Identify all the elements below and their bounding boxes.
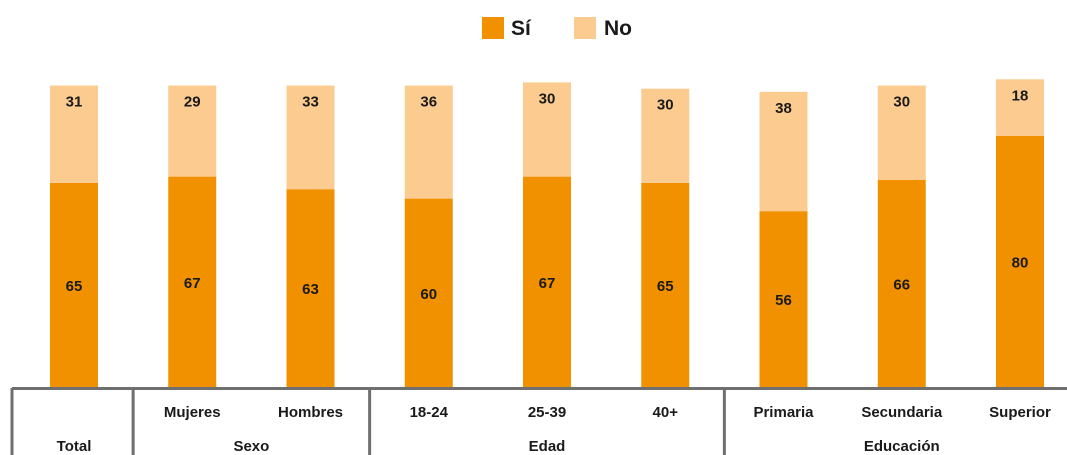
bar-no [286, 85, 335, 190]
legend-label-si: Sí [511, 17, 532, 40]
category-label: 18-24 [410, 404, 449, 421]
bar-si [50, 182, 98, 387]
group-label: Edad [529, 438, 566, 455]
bar-no [404, 85, 453, 199]
bar-si [759, 211, 808, 387]
category-label: Hombres [278, 404, 343, 421]
data-label-si: 67 [184, 275, 201, 292]
data-label-si: 60 [420, 286, 437, 303]
category-label: 40+ [653, 404, 679, 421]
bar-no [523, 82, 571, 177]
data-label-si: 65 [66, 278, 83, 295]
category-label: Primaria [753, 404, 814, 421]
bar-no [168, 85, 217, 177]
category-label: Secundaria [861, 404, 943, 421]
bars: 65 31 67 29 63 33 60 36 67 30 65 30 56 38 66 30 80 18 [50, 79, 1044, 387]
group-label: Total [57, 438, 92, 455]
data-label-no: 29 [184, 94, 201, 111]
data-label-no: 30 [893, 94, 910, 111]
data-label-si: 66 [893, 276, 910, 293]
category-label: Mujeres [164, 404, 221, 421]
bar-si [996, 135, 1044, 387]
data-label-no: 38 [775, 100, 792, 117]
legend: Sí No [482, 17, 632, 40]
bar-no [996, 79, 1044, 136]
bar-si [641, 182, 690, 387]
bar-si [523, 176, 571, 387]
legend-label-no: No [604, 17, 632, 40]
data-label-no: 30 [657, 97, 674, 114]
bar-no [641, 88, 690, 183]
bar-no [759, 91, 808, 212]
category-table: Mujeres Hombres 18-24 25-39 40+ Primaria Secun… [10, 387, 1067, 455]
data-label-si: 80 [1012, 254, 1029, 271]
bar-no [50, 85, 98, 183]
category-label: Superior [989, 404, 1051, 421]
bar-si [168, 176, 217, 387]
category-label: 25-39 [528, 404, 566, 421]
data-label-si: 63 [302, 281, 319, 298]
bar-si [877, 179, 926, 387]
data-label-no: 30 [539, 90, 556, 107]
bar-si [404, 198, 453, 387]
data-label-no: 18 [1012, 87, 1029, 104]
data-label-si: 56 [775, 292, 792, 309]
data-label-si: 65 [657, 278, 674, 295]
legend-swatch-no [574, 17, 596, 39]
data-label-no: 31 [66, 94, 83, 111]
legend-swatch-si [482, 17, 504, 39]
data-label-si: 67 [539, 275, 556, 292]
group-label: Educación [864, 438, 940, 455]
group-label: Sexo [233, 438, 269, 455]
data-label-no: 36 [420, 94, 437, 111]
bar-si [286, 189, 335, 387]
bar-no [877, 85, 926, 180]
data-label-no: 33 [302, 94, 319, 111]
